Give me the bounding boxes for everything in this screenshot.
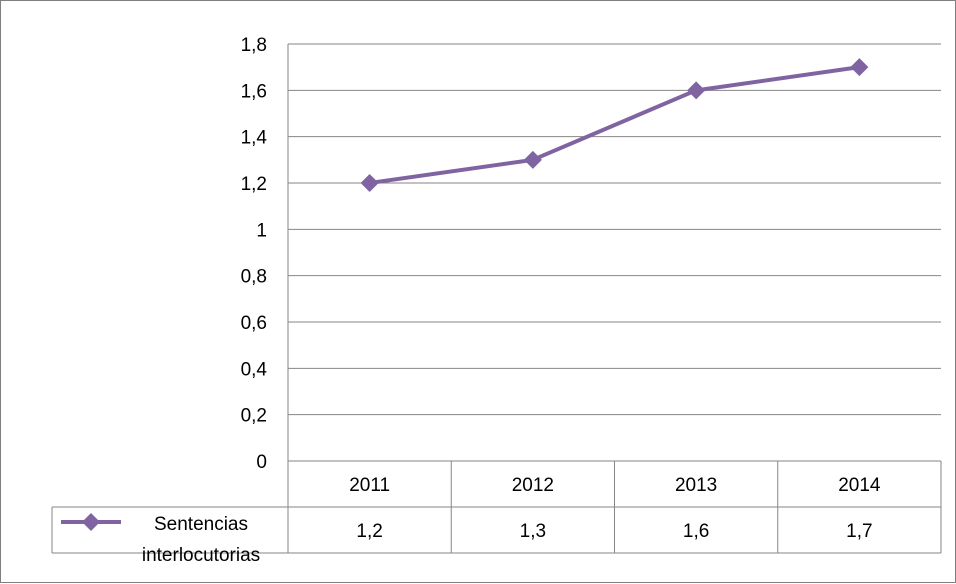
x-category-label: 2012 bbox=[512, 475, 554, 496]
y-tick-label: 0 bbox=[256, 452, 267, 473]
y-tick-label: 1,4 bbox=[241, 128, 268, 149]
x-category-label: 2013 bbox=[675, 475, 717, 496]
y-tick-label: 0,8 bbox=[241, 267, 267, 288]
y-tick-label: 0,2 bbox=[241, 406, 267, 427]
x-category-label: 2011 bbox=[349, 475, 390, 496]
data-label-2011: 1,2 bbox=[356, 521, 382, 542]
legend-series-name-line2: interlocutorias bbox=[142, 545, 260, 566]
y-tick-label: 1,8 bbox=[241, 35, 267, 56]
data-point-2014 bbox=[850, 58, 869, 77]
data-label-2013: 1,6 bbox=[683, 521, 709, 542]
y-tick-label: 0,6 bbox=[241, 313, 267, 334]
data-point-2011 bbox=[360, 174, 379, 192]
data-label-2012: 1,3 bbox=[520, 521, 546, 542]
data-label-2014: 1,7 bbox=[846, 521, 872, 542]
series-line bbox=[369, 65, 860, 185]
y-tick-label: 1,6 bbox=[241, 81, 267, 102]
gridlines bbox=[288, 43, 941, 416]
y-tick-label: 1,2 bbox=[241, 174, 267, 195]
x-category-label: 2014 bbox=[838, 475, 881, 496]
series-layer bbox=[360, 58, 869, 192]
legend-key-marker bbox=[82, 513, 100, 531]
data-table: 2011 2012 2013 2014 1,2 1,3 1,6 1,7 Sentencias in… bbox=[51, 460, 942, 566]
data-point-2013 bbox=[687, 81, 706, 100]
y-tick-label: 1 bbox=[256, 220, 267, 241]
y-axis: 0 0,2 0,4 0,6 0,8 1 1,2 1,4 1,6 1,8 bbox=[241, 35, 289, 473]
legend-series-name-line1: Sentencias bbox=[154, 514, 248, 535]
y-tick-label: 0,4 bbox=[241, 359, 268, 380]
data-point-2012 bbox=[523, 150, 542, 169]
